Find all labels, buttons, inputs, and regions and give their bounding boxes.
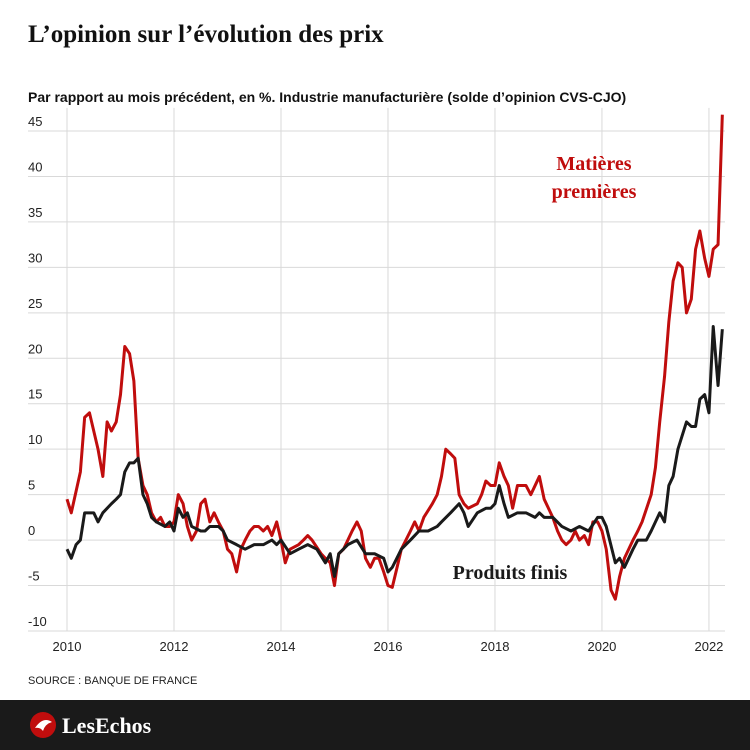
series-line [65,114,724,601]
x-tick-label: 2022 [694,639,723,654]
y-tick-label: 5 [28,478,35,493]
y-tick-label: 10 [28,432,42,447]
logo-icon-mark [35,720,52,731]
x-tick-label: 2014 [267,639,296,654]
x-tick-label: 2010 [53,639,82,654]
x-tick-label: 2016 [374,639,403,654]
x-tick-label: 2012 [160,639,189,654]
y-tick-label: 15 [28,387,42,402]
x-tick-label: 2018 [481,639,510,654]
y-tick-label: -5 [28,569,40,584]
chart-subtitle: Par rapport au mois précédent, en %. Ind… [28,89,626,105]
y-tick-label: 35 [28,205,42,220]
brand: LesEchos [62,713,152,738]
y-tick-label: 45 [28,114,42,129]
y-tick-label: -10 [28,614,47,629]
y-tick-label: 0 [28,523,35,538]
x-tick-label: 2020 [587,639,616,654]
y-tick-label: 40 [28,159,42,174]
lines [65,114,724,601]
y-tick-label: 20 [28,341,42,356]
series-label: Matières [556,153,631,175]
y-tick-label: 25 [28,296,42,311]
grid: -10 -5 0 5 10 15 20 25 30 35 40 45 2010 2012 2014 2016 2… [28,107,725,654]
footer [0,700,750,750]
series-label: premières [552,181,637,203]
chart-title: L’opinion sur l’évolution des prix [28,21,384,48]
source: SOURCE : BANQUE DE FRANCE [28,675,197,687]
series-line [65,324,724,578]
y-tick-label: 30 [28,250,42,265]
series-label: Produits finis [453,562,568,584]
